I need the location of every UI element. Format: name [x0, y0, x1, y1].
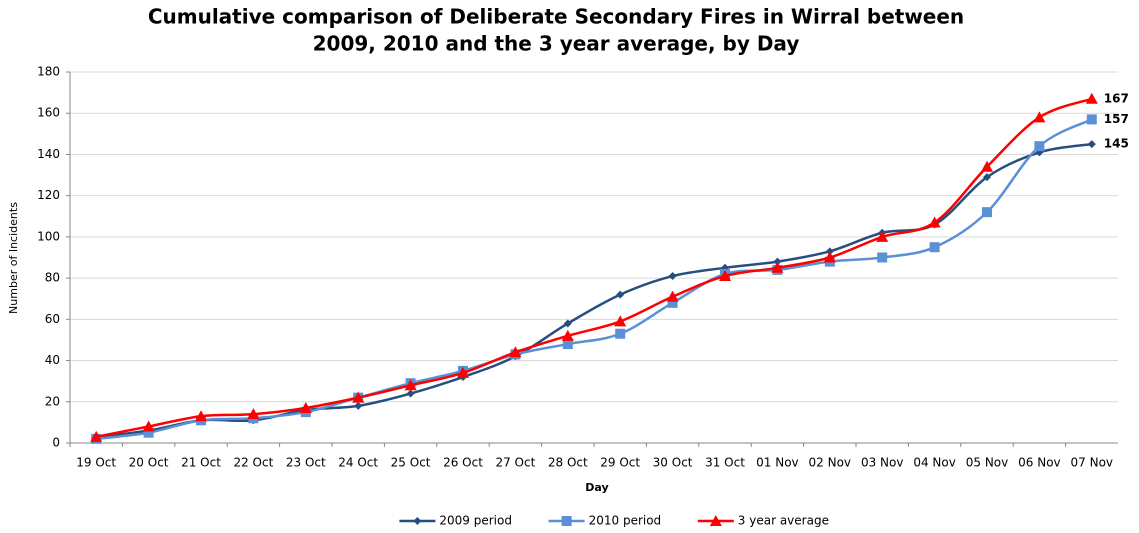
y-tick-label: 120 [37, 188, 60, 202]
data-point [983, 173, 991, 182]
data-point [668, 272, 677, 281]
y-tick-label: 60 [45, 312, 60, 326]
data-point [719, 270, 731, 282]
x-tick-label: 23 Oct [286, 456, 326, 470]
x-tick-label: 30 Oct [653, 456, 693, 470]
legend-marker [561, 516, 572, 526]
data-point [1085, 92, 1098, 104]
data-point [616, 290, 625, 299]
data-point [825, 247, 834, 256]
data-point [406, 389, 415, 398]
series-line [96, 142, 1092, 439]
x-tick-label: 05 Nov [966, 456, 1009, 470]
data-point [876, 230, 889, 242]
x-tick-label: 19 Oct [76, 456, 116, 470]
data-point [929, 242, 940, 253]
x-tick-label: 25 Oct [391, 456, 431, 470]
x-tick-label: 31 Oct [705, 456, 745, 470]
data-point [1086, 114, 1097, 125]
data-point [142, 420, 155, 432]
legend-label: 3 year average [738, 514, 829, 528]
x-tick-label: 04 Nov [913, 456, 956, 470]
series-line [96, 118, 1093, 441]
data-point [404, 379, 417, 391]
data-point [195, 410, 207, 422]
data-point [666, 290, 679, 302]
data-point [563, 319, 572, 328]
data-point [928, 216, 941, 228]
data-point [1033, 111, 1046, 123]
x-tick-label: 24 Oct [338, 456, 378, 470]
x-tick-label: 28 Oct [548, 456, 588, 470]
data-point [771, 261, 784, 273]
legend-label: 2010 period [589, 514, 662, 528]
data-point [299, 401, 312, 413]
y-tick-label: 0 [52, 436, 60, 450]
data-label: 167 [1104, 91, 1129, 105]
data-point [982, 207, 992, 218]
data-point [1087, 140, 1096, 149]
data-label: 145 [1104, 137, 1129, 151]
x-tick-label: 07 Nov [1071, 456, 1114, 470]
data-point [562, 339, 573, 350]
x-tick-label: 27 Oct [495, 456, 535, 470]
x-tick-label: 06 Nov [1018, 456, 1061, 470]
y-tick-label: 100 [37, 229, 60, 243]
data-point [773, 257, 782, 266]
x-tick-label: 20 Oct [129, 456, 169, 470]
data-point [877, 252, 888, 263]
legend-label: 2009 period [439, 514, 512, 528]
y-tick-label: 20 [45, 394, 60, 408]
legend-marker [709, 515, 722, 526]
y-tick-label: 180 [37, 65, 60, 79]
data-point [614, 315, 627, 327]
x-tick-label: 03 Nov [861, 456, 904, 470]
x-tick-label: 21 Oct [181, 456, 221, 470]
x-tick-label: 01 Nov [756, 456, 799, 470]
data-point [509, 346, 522, 358]
data-point [823, 251, 836, 263]
x-tick-label: 22 Oct [233, 456, 273, 470]
data-point [457, 366, 469, 378]
x-axis-label: Day [585, 481, 608, 494]
chart-title: Cumulative comparison of Deliberate Seco… [148, 5, 964, 29]
chart-subtitle: 2009, 2010 and the 3 year average, by Da… [313, 32, 800, 56]
y-tick-label: 40 [45, 353, 60, 367]
data-point [667, 297, 678, 308]
x-tick-label: 29 Oct [600, 456, 640, 470]
y-axis-label: Number of Incidents [7, 202, 20, 314]
data-point [981, 160, 993, 172]
x-tick-label: 02 Nov [809, 456, 852, 470]
data-point [1034, 141, 1045, 152]
y-tick-label: 80 [45, 271, 60, 285]
y-tick-label: 140 [37, 147, 60, 161]
x-tick-label: 26 Oct [443, 456, 483, 470]
series-line [95, 97, 1093, 439]
y-tick-label: 160 [37, 106, 60, 120]
data-point [615, 328, 626, 339]
data-point [90, 430, 103, 442]
data-label: 157 [1104, 112, 1129, 126]
data-point [143, 427, 154, 438]
data-point [247, 408, 260, 420]
data-point [352, 391, 365, 403]
legend-marker [413, 517, 422, 525]
data-point [561, 329, 574, 341]
data-point [354, 401, 363, 410]
